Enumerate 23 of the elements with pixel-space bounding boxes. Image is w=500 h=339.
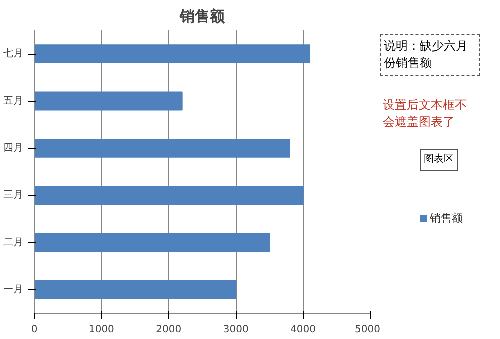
text: 说明：缺少六月份销售额 — [384, 38, 469, 72]
x-tick-label: 2000 — [156, 324, 182, 336]
text: 图表区 — [424, 152, 454, 167]
y-tick-label: 一月 — [4, 284, 24, 296]
text: 设置后文本框不会遮盖图表了 — [383, 97, 477, 132]
y-tick-label: 五月 — [4, 96, 24, 107]
x-tick-label: 3000 — [223, 324, 249, 336]
bar — [34, 138, 290, 158]
bar — [34, 44, 311, 64]
bar — [34, 233, 270, 252]
x-tick-label: 4000 — [290, 324, 316, 336]
bar — [34, 92, 183, 111]
x-tick-label: 0 — [31, 324, 38, 336]
x-tick-label: 1000 — [88, 324, 114, 336]
legend-label: 销售额 — [429, 210, 463, 227]
bar — [34, 186, 304, 206]
y-tick-label: 二月 — [4, 237, 24, 248]
chart-title: 销售额 — [179, 8, 226, 26]
x-tick-label: 5000 — [355, 324, 381, 336]
y-tick-label: 三月 — [4, 190, 24, 202]
y-tick-label: 四月 — [4, 142, 24, 154]
bar — [34, 280, 237, 300]
y-tick-label: 七月 — [4, 48, 24, 60]
